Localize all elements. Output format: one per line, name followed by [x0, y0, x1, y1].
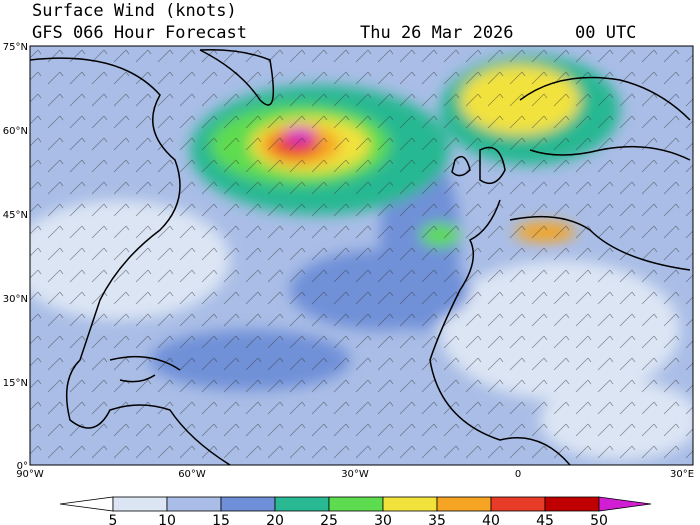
colorbar-swatch [274, 496, 330, 512]
colorbar-label: 15 [212, 513, 230, 525]
colorbar-label: 50 [590, 513, 608, 525]
map-frame [29, 45, 694, 466]
lat-label: 75°N [3, 42, 28, 53]
colorbar-swatch [328, 496, 384, 512]
colorbar-swatch [382, 496, 438, 512]
colorbar-swatch [544, 496, 600, 512]
colorbar-label: 10 [158, 513, 176, 525]
lat-label: 45°N [3, 210, 28, 221]
colorbar-label: 25 [320, 513, 338, 525]
lat-label: 60°N [3, 126, 28, 137]
date: Thu 26 Mar 2026 [360, 23, 514, 43]
map [30, 46, 693, 465]
colorbar-label: 20 [266, 513, 284, 525]
lon-label: 60°W [178, 469, 206, 480]
colorbar-swatch [166, 496, 222, 512]
subtitle: GFS 066 Hour Forecast [32, 23, 247, 43]
lat-label: 0° [17, 461, 28, 472]
colorbar-label: 45 [536, 513, 554, 525]
colorbar-swatch [112, 496, 168, 512]
colorbar-label: 30 [374, 513, 392, 525]
colorbar-swatch [59, 496, 114, 512]
lon-label: 90°W [16, 469, 44, 480]
colorbar-swatch [598, 496, 652, 512]
time: 00 UTC [575, 23, 636, 43]
lat-label: 30°N [3, 294, 28, 305]
colorbar-label: 40 [482, 513, 500, 525]
colorbar-swatch [436, 496, 492, 512]
colorbar-label: 5 [109, 513, 118, 525]
lon-label: 0 [515, 469, 521, 480]
title: Surface Wind (knots) [32, 1, 237, 21]
colorbar-swatch [490, 496, 546, 512]
colorbar-label: 35 [428, 513, 446, 525]
lon-label: 30°W [341, 469, 369, 480]
colorbar-swatch [220, 496, 276, 512]
lat-label: 15°N [3, 378, 28, 389]
lon-label: 30°E [670, 469, 694, 480]
